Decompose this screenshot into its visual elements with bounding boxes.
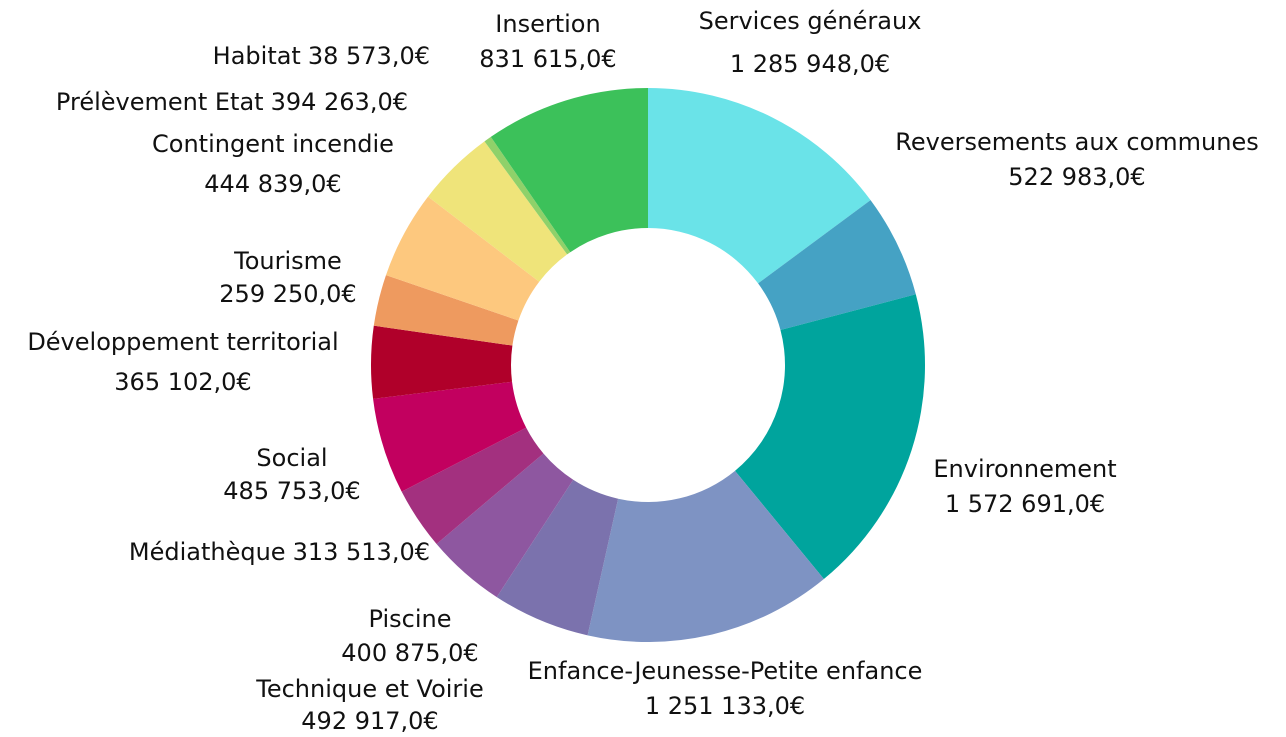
value-label: 365 102,0€: [114, 368, 251, 396]
donut-slice: [758, 200, 916, 331]
donut-slice: [373, 381, 527, 492]
donut-slice: [490, 88, 648, 253]
category-name: Piscine: [369, 605, 452, 633]
donut-slice: [496, 479, 619, 636]
slice-label: Médiathèque 313 513,0€: [129, 538, 430, 566]
donut-slice: [373, 275, 519, 346]
donut-slice: [587, 470, 824, 642]
value-label: 1 251 133,0€: [645, 692, 805, 720]
category-name: Reversements aux communes: [895, 128, 1258, 156]
value-label: 1 572 691,0€: [945, 490, 1105, 518]
category-name: Enfance-Jeunesse-Petite enfance: [528, 657, 923, 685]
category-name: Technique et Voirie: [255, 675, 483, 703]
value-label: 831 615,0€: [479, 45, 616, 73]
category-name: Habitat: [213, 42, 301, 70]
value-label: 492 917,0€: [301, 707, 438, 735]
donut-slice: [484, 136, 571, 255]
donut-slice: [428, 141, 568, 282]
category-name: Tourisme: [233, 247, 342, 275]
donut-slice: [436, 453, 574, 598]
value-label: 400 875,0€: [341, 639, 478, 667]
category-name: Médiathèque: [129, 538, 286, 566]
value-label: 1 285 948,0€: [730, 50, 890, 78]
value-label: 522 983,0€: [1008, 163, 1145, 191]
donut-slice: [401, 427, 544, 544]
value-label: 38 573,0€: [308, 42, 430, 70]
slice-label: Prélèvement Etat 394 263,0€: [56, 88, 408, 116]
value-label: 313 513,0€: [293, 538, 430, 566]
category-name: Social: [256, 444, 327, 472]
donut-slice: [734, 294, 925, 579]
value-label: 394 263,0€: [271, 88, 408, 116]
value-label: 259 250,0€: [219, 280, 356, 308]
donut-slice: [648, 88, 871, 284]
category-name: Services généraux: [699, 7, 922, 35]
value-label: 485 753,0€: [223, 477, 360, 505]
category-name: Environnement: [933, 455, 1116, 483]
slice-label: Habitat 38 573,0€: [213, 42, 430, 70]
donut-slice: [371, 325, 513, 399]
category-name: Insertion: [495, 10, 600, 38]
category-name: Prélèvement Etat: [56, 88, 264, 116]
value-label: 444 839,0€: [204, 170, 341, 198]
category-name: Contingent incendie: [152, 130, 394, 158]
category-name: Développement territorial: [27, 328, 338, 356]
donut-slice: [385, 196, 540, 321]
